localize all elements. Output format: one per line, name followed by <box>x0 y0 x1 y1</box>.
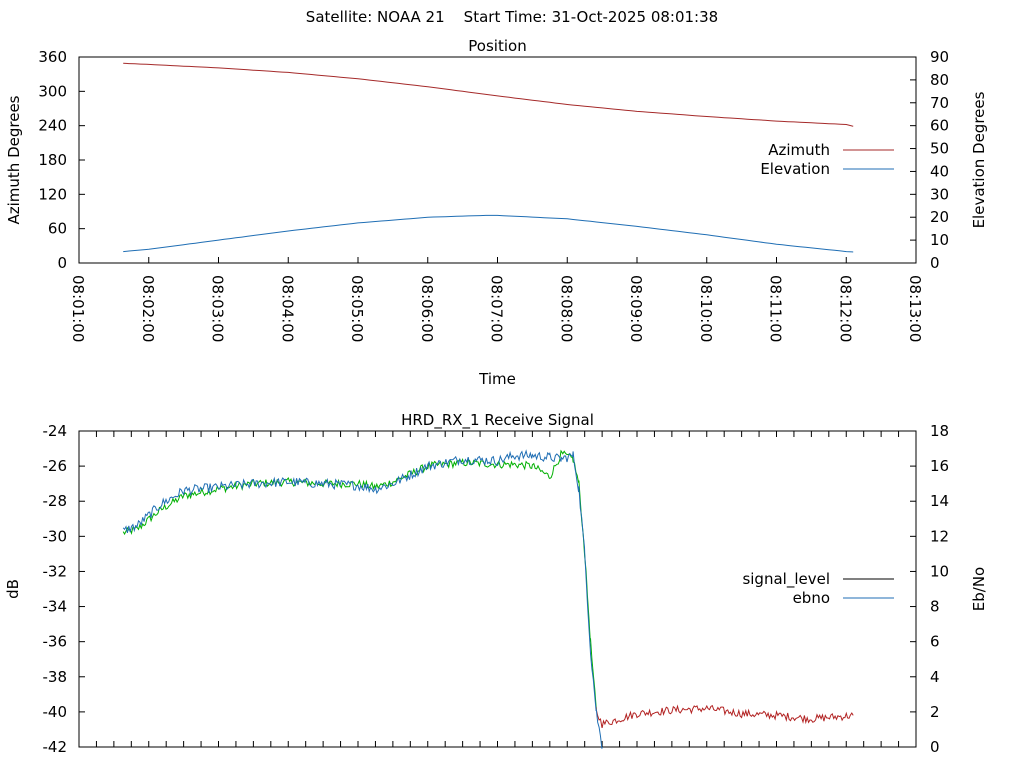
position-series-elevation-line <box>123 214 854 253</box>
position-y-tick-label: 300 <box>38 82 67 100</box>
position-x-tick-label: 08:12:00 <box>836 275 854 342</box>
position-y-tick-label: 0 <box>57 254 67 272</box>
signal-y-tick-label: -38 <box>43 668 68 686</box>
position-x-tick-label: 08:01:00 <box>69 275 87 342</box>
position-y2-tick-label: 20 <box>930 208 949 226</box>
position-chart-title: Position <box>468 37 526 55</box>
position-legend-label-elevation: Elevation <box>760 160 830 178</box>
position-x-tick-label: 08:11:00 <box>767 275 785 342</box>
signal-y2-tick-label: 16 <box>930 457 949 475</box>
position-x-tick-label: 08:10:00 <box>697 275 715 342</box>
signal-y-tick-label: -28 <box>43 492 68 510</box>
position-y2-tick-label: 0 <box>930 254 940 272</box>
signal-y2-tick-label: 12 <box>930 527 949 545</box>
position-series-azimuth-line <box>123 62 854 127</box>
main-title: Satellite: NOAA 21 Start Time: 31-Oct-20… <box>305 8 719 26</box>
signal-y-tick-label: -26 <box>43 457 68 475</box>
signal-y2-tick-label: 10 <box>930 562 949 580</box>
signal-y2-tick-label: 14 <box>930 492 949 510</box>
position-y-tick-label: 180 <box>38 151 67 169</box>
position-y2-axis-label: Elevation Degrees <box>970 91 988 228</box>
position-x-tick-label: 08:03:00 <box>209 275 227 342</box>
position-y-tick-label: 60 <box>48 220 67 238</box>
signal-chart-title: HRD_RX_1 Receive Signal <box>401 411 594 430</box>
signal-legend-label-ebno: ebno <box>793 589 830 607</box>
signal-y2-tick-label: 6 <box>930 633 940 651</box>
position-x-axis-label: Time <box>478 370 516 388</box>
position-x-tick-label: 08:09:00 <box>627 275 645 342</box>
position-y-tick-label: 120 <box>38 185 67 203</box>
signal-y-tick-label: -30 <box>43 527 68 545</box>
position-x-tick-label: 08:08:00 <box>557 275 575 342</box>
signal-y2-tick-label: 2 <box>930 703 940 721</box>
signal-y-tick-label: -34 <box>43 598 68 616</box>
signal-series-signal-level-line <box>122 449 597 710</box>
position-x-tick-label: 08:02:00 <box>139 275 157 342</box>
signal-y2-tick-label: 8 <box>930 598 940 616</box>
position-x-tick-label: 08:06:00 <box>418 275 436 342</box>
position-y2-tick-label: 50 <box>930 140 949 158</box>
position-y-tick-label: 240 <box>38 117 67 135</box>
signal-series-ebno-line <box>122 449 603 749</box>
position-y2-tick-label: 30 <box>930 185 949 203</box>
position-x-tick-label: 08:07:00 <box>488 275 506 342</box>
signal-plot-frame <box>78 430 917 748</box>
position-y-axis-label: Azimuth Degrees <box>5 95 23 224</box>
signal-y2-axis-label: Eb/No <box>970 567 988 611</box>
signal-y-tick-label: -24 <box>43 422 68 440</box>
position-x-tick-label: 08:05:00 <box>348 275 366 342</box>
position-y2-tick-label: 10 <box>930 231 949 249</box>
signal-y2-tick-label: 0 <box>930 738 940 756</box>
signal-legend-label-signal-level: signal_level <box>742 570 830 589</box>
signal-y2-tick-label: 18 <box>930 422 949 440</box>
signal-y2-tick-label: 4 <box>930 668 940 686</box>
position-x-tick-label: 08:04:00 <box>278 275 296 342</box>
signal-y-tick-label: -40 <box>43 703 68 721</box>
position-y2-tick-label: 80 <box>930 71 949 89</box>
signal-y-tick-label: -32 <box>43 562 68 580</box>
signal-y-tick-label: -42 <box>43 738 68 756</box>
position-x-tick-label: 08:13:00 <box>906 275 924 342</box>
position-y2-tick-label: 40 <box>930 162 949 180</box>
position-legend-label-azimuth: Azimuth <box>768 141 830 159</box>
position-y2-tick-label: 90 <box>930 48 949 66</box>
position-y2-tick-label: 70 <box>930 94 949 112</box>
signal-y-axis-label: dB <box>4 579 22 599</box>
signal-y-tick-label: -36 <box>43 633 68 651</box>
position-y-tick-label: 360 <box>38 48 67 66</box>
signal-series-signal-level-line-low <box>595 704 854 729</box>
position-y2-tick-label: 60 <box>930 117 949 135</box>
